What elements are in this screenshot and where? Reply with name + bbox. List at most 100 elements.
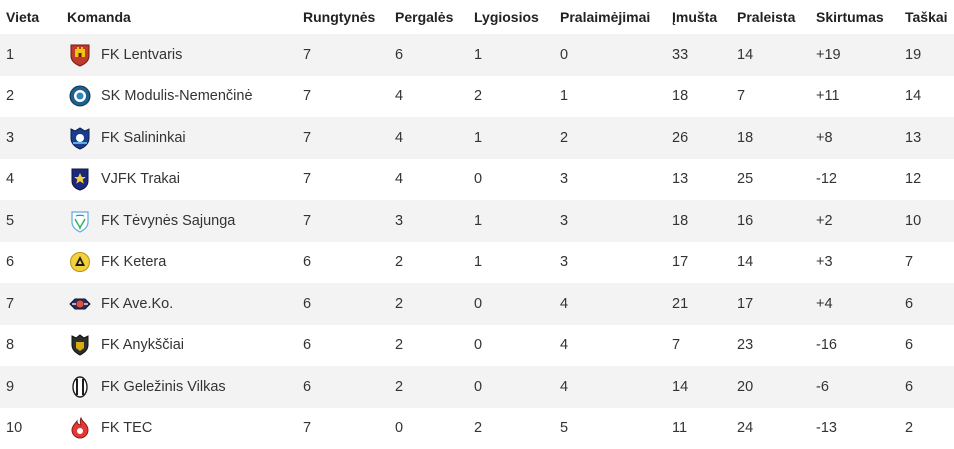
- goals-for-cell: 18: [672, 76, 737, 118]
- played-cell: 7: [303, 34, 395, 76]
- team-name[interactable]: FK Ave.Ko.: [101, 296, 173, 312]
- won-cell: 4: [395, 76, 474, 118]
- played-cell: 7: [303, 76, 395, 118]
- lost-cell: 1: [560, 76, 672, 118]
- points-cell: 19: [905, 34, 954, 76]
- lost-cell: 4: [560, 325, 672, 367]
- goal-difference-cell: -13: [816, 408, 905, 449]
- modulis-crest-icon: [69, 84, 91, 108]
- team-cell: FK TEC: [67, 408, 303, 449]
- header-position[interactable]: Vieta: [0, 0, 67, 34]
- lost-cell: 4: [560, 366, 672, 408]
- goal-difference-cell: +2: [816, 200, 905, 242]
- header-goals-against[interactable]: Praleista: [737, 0, 816, 34]
- ketera-crest-icon: [69, 250, 91, 274]
- team-name[interactable]: FK Tėvynės Sajunga: [101, 213, 235, 229]
- header-won[interactable]: Pergalės: [395, 0, 474, 34]
- header-points[interactable]: Taškai: [905, 0, 954, 34]
- team-cell: FK Geležinis Vilkas: [67, 366, 303, 408]
- team-cell: FK Tėvynės Sajunga: [67, 200, 303, 242]
- won-cell: 4: [395, 159, 474, 201]
- won-cell: 0: [395, 408, 474, 449]
- lost-cell: 0: [560, 34, 672, 76]
- team-name[interactable]: FK Salininkai: [101, 130, 186, 146]
- team-cell: FK Salininkai: [67, 117, 303, 159]
- goal-difference-cell: -6: [816, 366, 905, 408]
- goals-against-cell: 14: [737, 34, 816, 76]
- points-cell: 6: [905, 366, 954, 408]
- trakai-crest-icon: [69, 167, 91, 191]
- header-goal-difference[interactable]: Skirtumas: [816, 0, 905, 34]
- header-played[interactable]: Rungtynės: [303, 0, 395, 34]
- goals-for-cell: 18: [672, 200, 737, 242]
- drawn-cell: 1: [474, 34, 560, 76]
- table-row: 8 FK Anykščiai 6 2 0 4 7 23 -16 6: [0, 325, 954, 367]
- goals-for-cell: 26: [672, 117, 737, 159]
- table-row: 4 VJFK Trakai 7 4 0 3 13 25 -12 12: [0, 159, 954, 201]
- salininkai-crest-icon: [69, 126, 91, 150]
- team-name[interactable]: VJFK Trakai: [101, 171, 180, 187]
- gelezinis-vilkas-crest-icon: [69, 375, 91, 399]
- goals-against-cell: 14: [737, 242, 816, 284]
- goals-against-cell: 17: [737, 283, 816, 325]
- drawn-cell: 2: [474, 408, 560, 449]
- played-cell: 6: [303, 366, 395, 408]
- position-cell: 8: [0, 325, 67, 367]
- drawn-cell: 2: [474, 76, 560, 118]
- drawn-cell: 0: [474, 325, 560, 367]
- team-cell: FK Lentvaris: [67, 34, 303, 76]
- table-row: 3 FK Salininkai 7 4 1 2 26 18 +8 13: [0, 117, 954, 159]
- anyksciai-crest-icon: [69, 333, 91, 357]
- drawn-cell: 1: [474, 117, 560, 159]
- position-cell: 6: [0, 242, 67, 284]
- won-cell: 6: [395, 34, 474, 76]
- tec-crest-icon: [69, 416, 91, 440]
- position-cell: 7: [0, 283, 67, 325]
- position-cell: 1: [0, 34, 67, 76]
- played-cell: 7: [303, 117, 395, 159]
- goals-against-cell: 23: [737, 325, 816, 367]
- header-goals-for[interactable]: Įmušta: [672, 0, 737, 34]
- goal-difference-cell: +4: [816, 283, 905, 325]
- position-cell: 9: [0, 366, 67, 408]
- team-name[interactable]: FK Anykščiai: [101, 337, 184, 353]
- won-cell: 2: [395, 242, 474, 284]
- position-cell: 4: [0, 159, 67, 201]
- drawn-cell: 0: [474, 159, 560, 201]
- team-name[interactable]: FK Geležinis Vilkas: [101, 379, 226, 395]
- table-row: 5 FK Tėvynės Sajunga 7 3 1 3 18 16 +2 10: [0, 200, 954, 242]
- position-cell: 3: [0, 117, 67, 159]
- goal-difference-cell: -16: [816, 325, 905, 367]
- points-cell: 10: [905, 200, 954, 242]
- goal-difference-cell: +3: [816, 242, 905, 284]
- position-cell: 5: [0, 200, 67, 242]
- lost-cell: 3: [560, 159, 672, 201]
- team-name[interactable]: FK TEC: [101, 420, 152, 436]
- won-cell: 2: [395, 325, 474, 367]
- position-cell: 10: [0, 408, 67, 449]
- team-name[interactable]: SK Modulis-Nemenčinė: [101, 88, 253, 104]
- points-cell: 2: [905, 408, 954, 449]
- header-drawn[interactable]: Lygiosios: [474, 0, 560, 34]
- team-cell: FK Ketera: [67, 242, 303, 284]
- header-lost[interactable]: Pralaimėjimai: [560, 0, 672, 34]
- points-cell: 6: [905, 283, 954, 325]
- header-team[interactable]: Komanda: [67, 0, 303, 34]
- goal-difference-cell: -12: [816, 159, 905, 201]
- goals-for-cell: 13: [672, 159, 737, 201]
- table-row: 2 SK Modulis-Nemenčinė 7 4 2 1 18 7 +11 …: [0, 76, 954, 118]
- tevynes-sajunga-crest-icon: [69, 209, 91, 233]
- goals-against-cell: 7: [737, 76, 816, 118]
- goals-against-cell: 20: [737, 366, 816, 408]
- played-cell: 6: [303, 242, 395, 284]
- team-name[interactable]: FK Lentvaris: [101, 47, 182, 63]
- goals-against-cell: 18: [737, 117, 816, 159]
- team-name[interactable]: FK Ketera: [101, 254, 166, 270]
- position-cell: 2: [0, 76, 67, 118]
- standings-header-row: Vieta Komanda Rungtynės Pergalės Lygiosi…: [0, 0, 954, 34]
- goals-for-cell: 11: [672, 408, 737, 449]
- goals-for-cell: 17: [672, 242, 737, 284]
- goals-against-cell: 16: [737, 200, 816, 242]
- won-cell: 3: [395, 200, 474, 242]
